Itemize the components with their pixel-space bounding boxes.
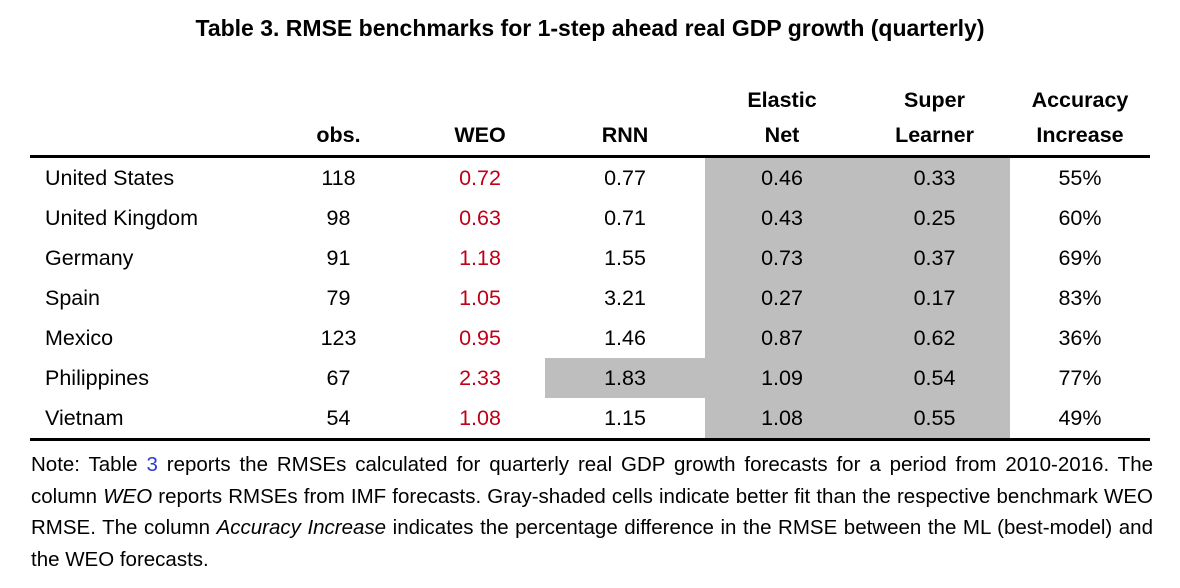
note-part3: indicates the percentage difference in t… [31,516,1153,571]
note-part1: reports the RMSEs calculated for quarter… [31,453,1153,508]
note-prefix: Note: Table [31,453,147,476]
cell-super-learner: 0.37 [859,238,1010,278]
header-accuracy-increase: Accuracy Increase [1031,88,1129,147]
header-rnn: RNN [601,123,649,147]
cell-elastic-net: 0.46 [705,158,859,198]
cell-obs: 91 [326,246,351,270]
cell-rnn: 1.55 [604,246,646,270]
cell-super-learner: 0.25 [859,198,1010,238]
cell-rnn: 1.83 [545,358,705,398]
cell-country: Mexico [45,326,114,350]
table-row: Philippines 67 2.33 1.83 1.09 0.54 77% [30,358,1150,398]
cell-country: United Kingdom [45,206,198,230]
cell-super-learner: 0.17 [859,278,1010,318]
cell-accuracy-increase: 49% [1058,406,1102,430]
note-part2: reports RMSEs from IMF forecasts. Gray-s… [31,484,1154,540]
table-row: Germany 91 1.18 1.55 0.73 0.37 69% [30,238,1150,278]
cell-accuracy-increase: 60% [1058,206,1102,230]
table-row: Vietnam 54 1.08 1.15 1.08 0.55 49% [30,398,1150,438]
cell-weo: 2.33 [459,366,501,390]
cell-accuracy-increase: 69% [1058,246,1102,270]
cell-rnn: 0.77 [604,166,646,190]
cell-super-learner: 0.62 [859,318,1010,358]
header-obs: obs. [316,123,361,147]
cell-obs: 67 [326,366,351,390]
cell-obs: 79 [326,286,351,310]
cell-elastic-net: 0.27 [705,278,859,318]
cell-elastic-net: 0.87 [705,318,859,358]
table-row: United States 118 0.72 0.77 0.46 0.33 55… [30,158,1150,198]
cell-obs: 123 [320,326,357,350]
header-country [30,83,262,153]
table-row: United Kingdom 98 0.63 0.71 0.43 0.25 60… [30,198,1150,238]
table-title: Table 3. RMSE benchmarks for 1-step ahea… [195,15,985,41]
cell-accuracy-increase: 77% [1058,366,1102,390]
cell-weo: 1.18 [459,246,501,270]
cell-weo: 1.08 [459,406,501,430]
cell-accuracy-increase: 55% [1058,166,1102,190]
cell-weo: 0.95 [459,326,501,350]
table-row: Mexico 123 0.95 1.46 0.87 0.62 36% [30,318,1150,358]
cell-super-learner: 0.55 [859,398,1010,438]
cell-accuracy-increase: 36% [1058,326,1102,350]
note-weo-italic: WEO [103,484,153,508]
cell-obs: 98 [326,206,351,230]
header-super-learner: Super Learner [895,88,974,147]
table-header-row: obs. WEO RNN Elastic Net Super Learner Acc… [30,83,1150,153]
table-body: United States 118 0.72 0.77 0.46 0.33 55… [30,155,1150,441]
cell-obs: 118 [321,166,356,190]
cell-elastic-net: 1.08 [705,398,859,438]
cell-elastic-net: 1.09 [705,358,859,398]
table-row: Spain 79 1.05 3.21 0.27 0.17 83% [30,278,1150,318]
cell-country: Spain [45,286,100,310]
cell-country: United States [45,166,175,190]
cell-obs: 54 [326,406,351,430]
cell-elastic-net: 0.73 [705,238,859,278]
note-accuracy-increase-italic: Accuracy Increase [216,516,387,539]
cell-weo: 1.05 [459,286,501,310]
rmse-table: obs. WEO RNN Elastic Net Super Learner Acc… [30,83,1150,441]
cell-rnn: 0.71 [604,206,646,230]
cell-country: Germany [45,246,134,270]
header-elastic-net: Elastic Net [747,88,817,147]
cell-rnn: 1.46 [604,326,646,350]
cell-rnn: 1.15 [604,406,646,430]
cell-weo: 0.72 [459,166,501,190]
table-3-link[interactable]: 3 [146,453,158,476]
header-weo: WEO [454,123,506,147]
cell-super-learner: 0.54 [859,358,1010,398]
table-note: Note: Table 3 reports the RMSEs calculat… [31,449,1153,575]
cell-weo: 0.63 [459,206,501,230]
cell-country: Vietnam [45,406,124,430]
cell-super-learner: 0.33 [859,158,1010,198]
cell-accuracy-increase: 83% [1058,286,1102,310]
cell-country: Philippines [45,366,149,390]
cell-rnn: 3.21 [604,286,646,310]
cell-elastic-net: 0.43 [705,198,859,238]
